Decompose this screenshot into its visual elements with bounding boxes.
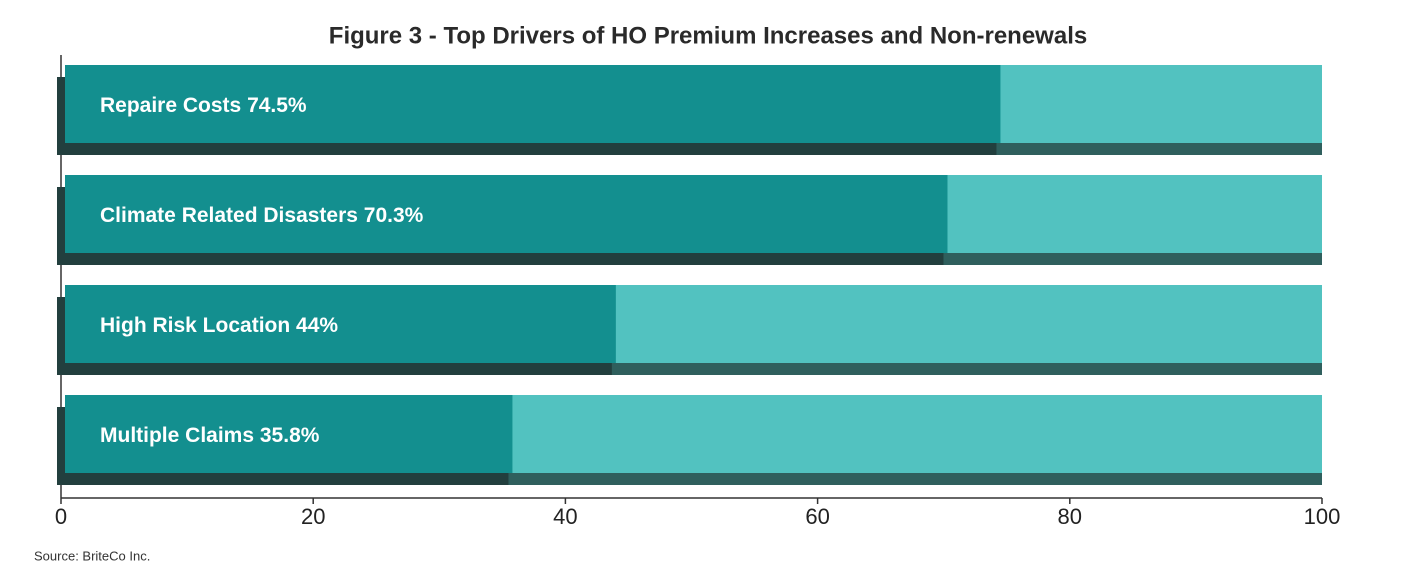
chart-title: Figure 3 - Top Drivers of HO Premium Inc… [329,22,1087,49]
category-label: Multiple Claims [100,424,254,447]
bar [65,175,948,253]
bar-label: Repaire Costs 74.5% [100,94,307,117]
bar [65,285,616,363]
value-label: 35.8% [260,424,320,447]
value-label: 44% [296,314,338,337]
x-tick-label: 100 [1304,504,1341,529]
category-label: Climate Related Disasters [100,204,358,227]
category-label: Repaire Costs [100,94,241,117]
value-label: 70.3% [364,204,424,227]
x-tick-label: 80 [1058,504,1082,529]
x-tick-label: 60 [805,504,829,529]
bar [65,395,513,473]
bar-label: High Risk Location 44% [100,314,338,337]
category-label: High Risk Location [100,314,290,337]
source-note: Source: BriteCo Inc. [34,548,150,563]
value-label: 74.5% [247,94,307,117]
x-tick-label: 40 [553,504,577,529]
bar-label: Climate Related Disasters 70.3% [100,204,424,227]
bar-label: Multiple Claims 35.8% [100,424,320,447]
x-tick-label: 20 [301,504,325,529]
x-tick-label: 0 [55,504,67,529]
bar [65,65,1001,143]
